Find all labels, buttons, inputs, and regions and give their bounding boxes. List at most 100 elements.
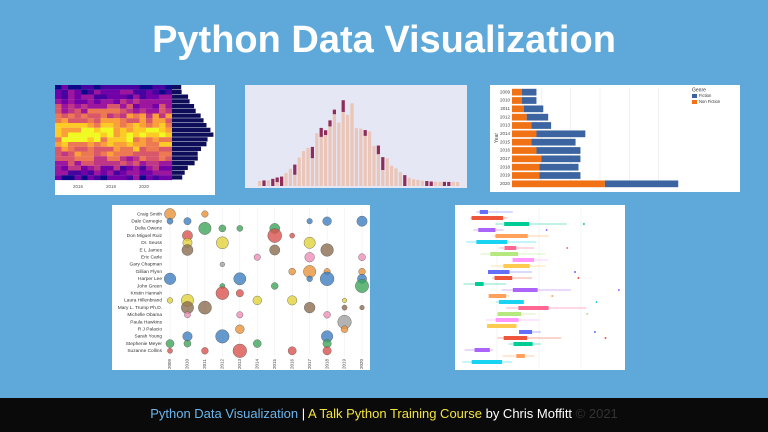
heat-cell [139,104,147,109]
heat-cell [133,151,140,157]
heat-cell [94,170,101,176]
outlier [574,271,577,273]
heat-cell [152,118,160,124]
bar-segment [536,130,586,138]
heat-cell [159,104,166,109]
box [503,264,530,268]
bar-segment [521,97,537,104]
hist-bar [172,123,207,128]
heat-cell [159,85,166,90]
heat-cell [165,156,173,162]
heat-cell [126,89,134,95]
heat-cell [165,165,173,171]
heat-cell [159,89,166,95]
heat-cell [94,108,101,114]
heat-cell [152,156,160,162]
heat-cell [159,94,166,100]
heat-cell [165,137,173,143]
dot [236,311,244,319]
heat-cell [113,123,121,128]
heat-cell [146,156,153,162]
name-label: Craig Smith [137,211,162,217]
bar [288,168,292,186]
heat-cell [87,156,95,162]
heat-cell [126,85,134,90]
hist-bar [172,156,198,161]
heat-cell [87,104,95,109]
heat-cell [81,85,88,90]
heat-cell [87,99,95,105]
heat-cell [74,94,82,100]
heatmap-thumbnail: 2016 2018 2020 [55,85,215,195]
heat-cell [81,161,88,166]
heat-cell [165,132,173,138]
heat-cell [61,89,69,95]
heat-cell [107,161,114,166]
bar-top [403,175,407,186]
heat-cell [133,170,140,176]
bar-top [363,130,367,136]
heat-cell [146,113,153,119]
heat-cell [159,151,166,157]
heat-cell [81,118,88,124]
box [478,228,496,232]
heat-cell [94,127,101,133]
heat-cell [61,99,69,105]
bar-segment [512,113,527,121]
heat-cell [159,127,166,133]
heat-cell [81,123,88,128]
bar-top [376,145,380,155]
bar-top [442,181,446,186]
heat-cell [81,156,88,162]
heat-cell [107,151,114,157]
heat-cell [74,118,82,124]
heat-cell [107,113,114,119]
dot [271,282,279,290]
dot [184,311,191,319]
bar [310,146,314,186]
heat-cell [107,94,114,100]
hist-bar [172,104,195,109]
heat-cell [87,118,95,124]
bar [306,147,310,186]
bar-top [324,130,328,136]
bar-top [332,109,336,115]
heat-cell [146,108,153,114]
heat-cell [139,161,147,166]
heat-cell [133,127,140,133]
heat-cell [120,108,127,114]
heat-cell [100,94,108,100]
box [471,360,503,364]
heat-cell [159,175,166,181]
heat-cell [100,85,108,90]
box [512,258,535,262]
bar [376,145,380,186]
bar [394,168,398,186]
heat-cell [107,123,114,128]
heat-cell [152,85,160,90]
heat-cell [107,142,114,147]
name-label: Don Miguel Ruiz [127,233,163,239]
heat-cell [107,118,114,124]
heat-cell [133,104,140,109]
bar [451,181,455,186]
heat-cell [61,118,69,124]
heat-cell [146,151,153,157]
heat-cell [120,161,127,166]
hist-bar [172,137,208,142]
dot [322,216,332,226]
hist-bar [172,85,182,90]
dot [322,346,332,356]
x-tick-label: 2018 [106,184,117,189]
heat-cell [87,175,95,181]
heat-cell [165,151,173,157]
box [479,210,488,214]
heat-cell [55,146,62,152]
heat-cell [55,165,62,171]
heat-cell [146,175,153,181]
box-plot-thumbnail [455,205,625,370]
box [474,348,490,352]
heat-cell [126,123,134,128]
heat-cell [120,165,127,171]
outlier [577,277,580,279]
